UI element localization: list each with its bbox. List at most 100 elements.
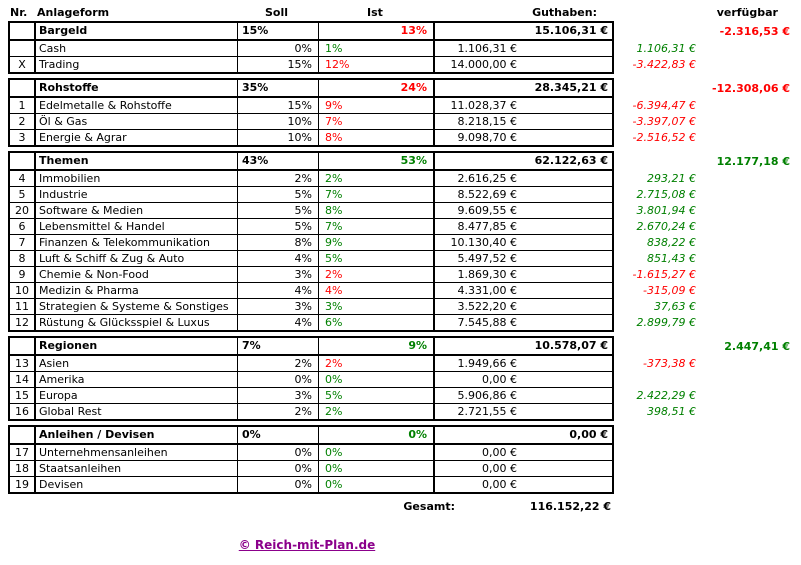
guthaben-cell[interactable]: 3.522,20 €	[457, 300, 517, 313]
soll-cell[interactable]: 35%	[238, 80, 319, 96]
name-cell[interactable]: Europa	[36, 388, 238, 403]
ist-cell[interactable]: 7%	[319, 219, 435, 234]
verfuegbar-cell[interactable]: -315,09 €	[643, 284, 696, 297]
ist-cell[interactable]: 53%	[319, 153, 435, 169]
name-cell[interactable]: Cash	[36, 41, 238, 56]
name-cell[interactable]: Edelmetalle & Rohstoffe	[36, 98, 238, 113]
soll-cell[interactable]: 15%	[238, 57, 319, 72]
guthaben-cell[interactable]: 9.609,55 €	[457, 204, 517, 217]
ist-cell[interactable]: 0%	[319, 427, 435, 443]
nr-cell[interactable]: 13	[10, 356, 36, 371]
ist-cell[interactable]: 8%	[319, 130, 435, 145]
guthaben-cell[interactable]: 0,00 €	[482, 446, 517, 459]
guthaben-cell[interactable]: 8.218,15 €	[457, 115, 517, 128]
soll-cell[interactable]: 7%	[238, 338, 319, 354]
nr-cell[interactable]: 15	[10, 388, 36, 403]
verfuegbar-cell[interactable]: 2.670,24 €	[636, 220, 696, 233]
nr-cell[interactable]: 11	[10, 299, 36, 314]
ist-cell[interactable]: 2%	[319, 404, 435, 419]
guthaben-cell[interactable]: 5.497,52 €	[457, 252, 517, 265]
ist-cell[interactable]: 5%	[319, 388, 435, 403]
ist-cell[interactable]: 0%	[319, 372, 435, 387]
name-cell[interactable]: Medizin & Pharma	[36, 283, 238, 298]
nr-cell[interactable]: 20	[10, 203, 36, 218]
guthaben-cell[interactable]: 2.616,25 €	[457, 172, 517, 185]
ist-cell[interactable]: 9%	[319, 235, 435, 250]
guthaben-cell[interactable]: 9.098,70 €	[457, 131, 517, 144]
verfuegbar-cell[interactable]: -2.516,52 €	[632, 131, 696, 144]
soll-cell[interactable]: 2%	[238, 404, 319, 419]
ist-cell[interactable]: 13%	[319, 23, 435, 39]
name-cell[interactable]: Software & Medien	[36, 203, 238, 218]
guthaben-cell[interactable]: 28.345,21 €	[534, 81, 608, 94]
soll-cell[interactable]: 43%	[238, 153, 319, 169]
ist-cell[interactable]: 0%	[319, 477, 435, 492]
name-cell[interactable]: Unternehmensanleihen	[36, 445, 238, 460]
ist-cell[interactable]: 12%	[319, 57, 435, 72]
ist-cell[interactable]: 9%	[319, 98, 435, 113]
verfuegbar-cell[interactable]: 1.106,31 €	[636, 42, 696, 55]
verfuegbar-cell[interactable]: 398,51 €	[647, 405, 696, 418]
nr-cell[interactable]: 17	[10, 445, 36, 460]
nr-cell[interactable]: 16	[10, 404, 36, 419]
soll-cell[interactable]: 10%	[238, 130, 319, 145]
guthaben-cell[interactable]: 15.106,31 €	[534, 24, 608, 37]
name-cell[interactable]: Luft & Schiff & Zug & Auto	[36, 251, 238, 266]
name-cell[interactable]: Lebensmittel & Handel	[36, 219, 238, 234]
guthaben-cell[interactable]: 10.130,40 €	[450, 236, 517, 249]
name-cell[interactable]: Global Rest	[36, 404, 238, 419]
guthaben-cell[interactable]: 0,00 €	[569, 428, 608, 441]
verfuegbar-cell[interactable]: -3.397,07 €	[632, 115, 696, 128]
verfuegbar-cell[interactable]	[614, 372, 801, 388]
nr-cell[interactable]: 18	[10, 461, 36, 476]
name-cell[interactable]: Finanzen & Telekommunikation	[36, 235, 238, 250]
nr-cell[interactable]: 7	[10, 235, 36, 250]
guthaben-cell[interactable]: 2.721,55 €	[457, 405, 517, 418]
verfuegbar-cell[interactable]: 851,43 €	[647, 252, 696, 265]
guthaben-cell[interactable]: 7.545,88 €	[457, 316, 517, 329]
nr-cell[interactable]	[10, 23, 36, 39]
guthaben-cell[interactable]: 14.000,00 €	[450, 58, 517, 71]
group-name-cell[interactable]: Regionen	[36, 338, 238, 354]
nr-cell[interactable]: X	[10, 57, 36, 72]
soll-cell[interactable]: 2%	[238, 356, 319, 371]
verfuegbar-cell[interactable]: -3.422,83 €	[632, 58, 696, 71]
ist-cell[interactable]: 8%	[319, 203, 435, 218]
nr-cell[interactable]: 14	[10, 372, 36, 387]
ist-cell[interactable]: 2%	[319, 356, 435, 371]
ist-cell[interactable]: 1%	[319, 41, 435, 56]
nr-cell[interactable]: 8	[10, 251, 36, 266]
soll-cell[interactable]: 8%	[238, 235, 319, 250]
verfuegbar-cell[interactable]: 2.715,08 €	[636, 188, 696, 201]
name-cell[interactable]: Asien	[36, 356, 238, 371]
nr-cell[interactable]	[10, 153, 36, 169]
name-cell[interactable]: Immobilien	[36, 171, 238, 186]
verfuegbar-cell[interactable]: -6.394,47 €	[632, 99, 696, 112]
guthaben-cell[interactable]: 1.949,66 €	[457, 357, 517, 370]
name-cell[interactable]: Trading	[36, 57, 238, 72]
soll-cell[interactable]: 5%	[238, 219, 319, 234]
ist-cell[interactable]: 0%	[319, 445, 435, 460]
soll-cell[interactable]: 0%	[238, 427, 319, 443]
nr-cell[interactable]	[10, 80, 36, 96]
ist-cell[interactable]: 2%	[319, 171, 435, 186]
soll-cell[interactable]: 0%	[238, 41, 319, 56]
nr-cell[interactable]: 3	[10, 130, 36, 145]
copyright-link[interactable]: © Reich-mit-Plan.de	[238, 538, 376, 552]
name-cell[interactable]: Rüstung & Glücksspiel & Luxus	[36, 315, 238, 330]
name-cell[interactable]: Chemie & Non-Food	[36, 267, 238, 282]
ist-cell[interactable]: 7%	[319, 114, 435, 129]
soll-cell[interactable]: 0%	[238, 372, 319, 387]
guthaben-cell[interactable]: 0,00 €	[482, 478, 517, 491]
soll-cell[interactable]: 5%	[238, 203, 319, 218]
verfuegbar-cell[interactable]: 3.801,94 €	[636, 204, 696, 217]
verfuegbar-cell[interactable]	[614, 445, 801, 461]
name-cell[interactable]: Öl & Gas	[36, 114, 238, 129]
soll-cell[interactable]: 5%	[238, 187, 319, 202]
verfuegbar-cell[interactable]: 838,22 €	[647, 236, 696, 249]
nr-cell[interactable]: 5	[10, 187, 36, 202]
soll-cell[interactable]: 4%	[238, 283, 319, 298]
verfuegbar-cell[interactable]: -12.308,06 €	[712, 82, 790, 95]
verfuegbar-cell[interactable]: 37,63 €	[654, 300, 696, 313]
guthaben-cell[interactable]: 10.578,07 €	[534, 339, 608, 352]
